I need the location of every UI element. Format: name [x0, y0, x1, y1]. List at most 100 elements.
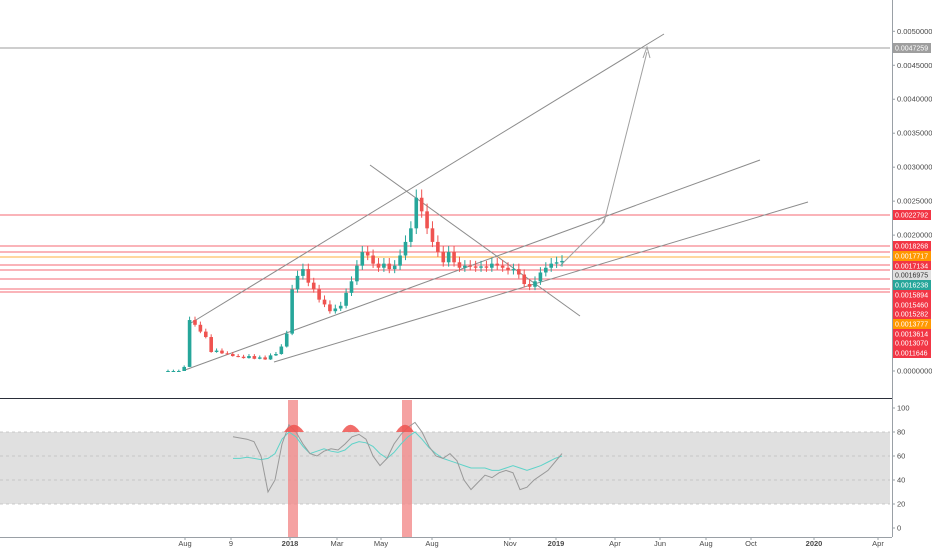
- candle-up: [257, 357, 262, 359]
- candle-down: [484, 266, 489, 268]
- candle-down: [387, 263, 392, 270]
- oscillator-pane: [0, 400, 890, 537]
- falling-wedge-line: [369, 164, 581, 317]
- candle-up: [301, 269, 305, 276]
- time-tick-label: Apr: [872, 539, 884, 548]
- candle-up: [392, 265, 397, 270]
- candle-down: [252, 356, 257, 359]
- price-badge-label: 0.0015894: [895, 293, 928, 300]
- arrow-head: [642, 45, 651, 59]
- arrow-head: [597, 214, 608, 225]
- candle-up: [538, 272, 543, 282]
- price-badge: [893, 280, 931, 290]
- candle-up: [414, 197, 419, 229]
- candle-down: [317, 289, 321, 300]
- candle-down: [328, 304, 332, 312]
- price-badge-label: 0.0016975: [895, 273, 928, 280]
- candle-down: [263, 357, 267, 360]
- price-badge-label: 0.0011646: [895, 351, 928, 358]
- projection-path: [559, 51, 648, 267]
- price-tick-label: 0.0045000: [897, 61, 932, 70]
- time-tick-label: 2019: [548, 539, 565, 548]
- time-tick-label: 2020: [806, 539, 823, 548]
- price-badge: [893, 309, 931, 319]
- candle-up: [398, 255, 402, 266]
- candle-up: [295, 275, 300, 290]
- price-tick-label: 0.0000000: [897, 367, 932, 376]
- candle-down: [306, 269, 311, 283]
- price-badge: [893, 329, 931, 339]
- price-badge-label: 0.0017717: [895, 254, 928, 261]
- candle-up: [182, 366, 186, 371]
- candle-down: [365, 252, 370, 256]
- candle-up: [355, 265, 359, 282]
- time-tick-label: Aug: [178, 539, 191, 548]
- trendlines: [184, 33, 809, 371]
- overbought-peak: [284, 424, 304, 432]
- price-badge-label: 0.0018268: [895, 244, 928, 251]
- candle-up: [409, 228, 413, 242]
- candle-down: [220, 350, 224, 354]
- price-badge: [893, 290, 931, 300]
- oscillator-series-fast: [233, 431, 563, 471]
- price-tick-label: 0.0025000: [897, 197, 932, 206]
- candle-up: [544, 267, 548, 273]
- candle-up: [274, 354, 278, 356]
- candle-up: [290, 289, 294, 334]
- price-tick-label: 0.0050000: [897, 27, 932, 36]
- osc-tick-label: 80: [897, 428, 905, 437]
- candle-up: [333, 308, 338, 312]
- candle-up: [360, 252, 365, 266]
- time-tick-label: Mar: [331, 539, 344, 548]
- candle-up: [479, 266, 483, 268]
- osc-tick-label: 60: [897, 452, 905, 461]
- time-tick-label: Aug: [699, 539, 712, 548]
- candle-down: [441, 252, 446, 263]
- price-badge: [893, 210, 931, 220]
- resistance-lines: [0, 47, 890, 293]
- price-tick-label: 0.0040000: [897, 95, 932, 104]
- candle-down: [230, 354, 235, 357]
- price-badge-label: 0.0022792: [895, 213, 928, 220]
- candle-down: [225, 353, 230, 355]
- upper-channel-line: [190, 33, 665, 324]
- signal-highlight: [288, 400, 298, 537]
- candle-down: [517, 269, 521, 275]
- overbought-peak: [342, 424, 360, 432]
- price-tick-label: 0.0020000: [897, 231, 932, 240]
- price-badge: [893, 261, 931, 271]
- candle-up: [403, 241, 408, 256]
- candle-up: [214, 350, 219, 352]
- candle-down: [371, 255, 375, 264]
- candle-down: [209, 337, 213, 352]
- time-tick-label: Apr: [609, 539, 621, 548]
- price-badge-label: 0.0047259: [895, 46, 928, 53]
- price-badge: [893, 251, 931, 261]
- candle-up: [533, 281, 537, 287]
- time-tick-label: 2018: [282, 539, 299, 548]
- candle-up: [171, 371, 176, 372]
- candle-down: [468, 265, 473, 267]
- price-badge-label: 0.0013070: [895, 341, 928, 348]
- candle-down: [506, 267, 510, 271]
- candle-down: [322, 299, 327, 305]
- price-badge-label: 0.0017134: [895, 264, 928, 271]
- price-badge-label: 0.0013777: [895, 322, 928, 329]
- candle-down: [495, 263, 500, 266]
- candle-up: [490, 263, 494, 268]
- candle-up: [166, 371, 170, 372]
- oscillator-band: [0, 432, 890, 504]
- candle-down: [193, 320, 197, 325]
- candle-up: [268, 355, 273, 360]
- price-badge: [893, 241, 931, 251]
- candle-up: [247, 356, 251, 359]
- candle-up: [349, 281, 354, 293]
- price-badge: [893, 43, 931, 53]
- candle-up: [176, 371, 181, 372]
- candle-down: [527, 284, 532, 287]
- candle-up: [463, 265, 467, 268]
- candle-down: [473, 266, 478, 268]
- price-badge: [893, 338, 931, 348]
